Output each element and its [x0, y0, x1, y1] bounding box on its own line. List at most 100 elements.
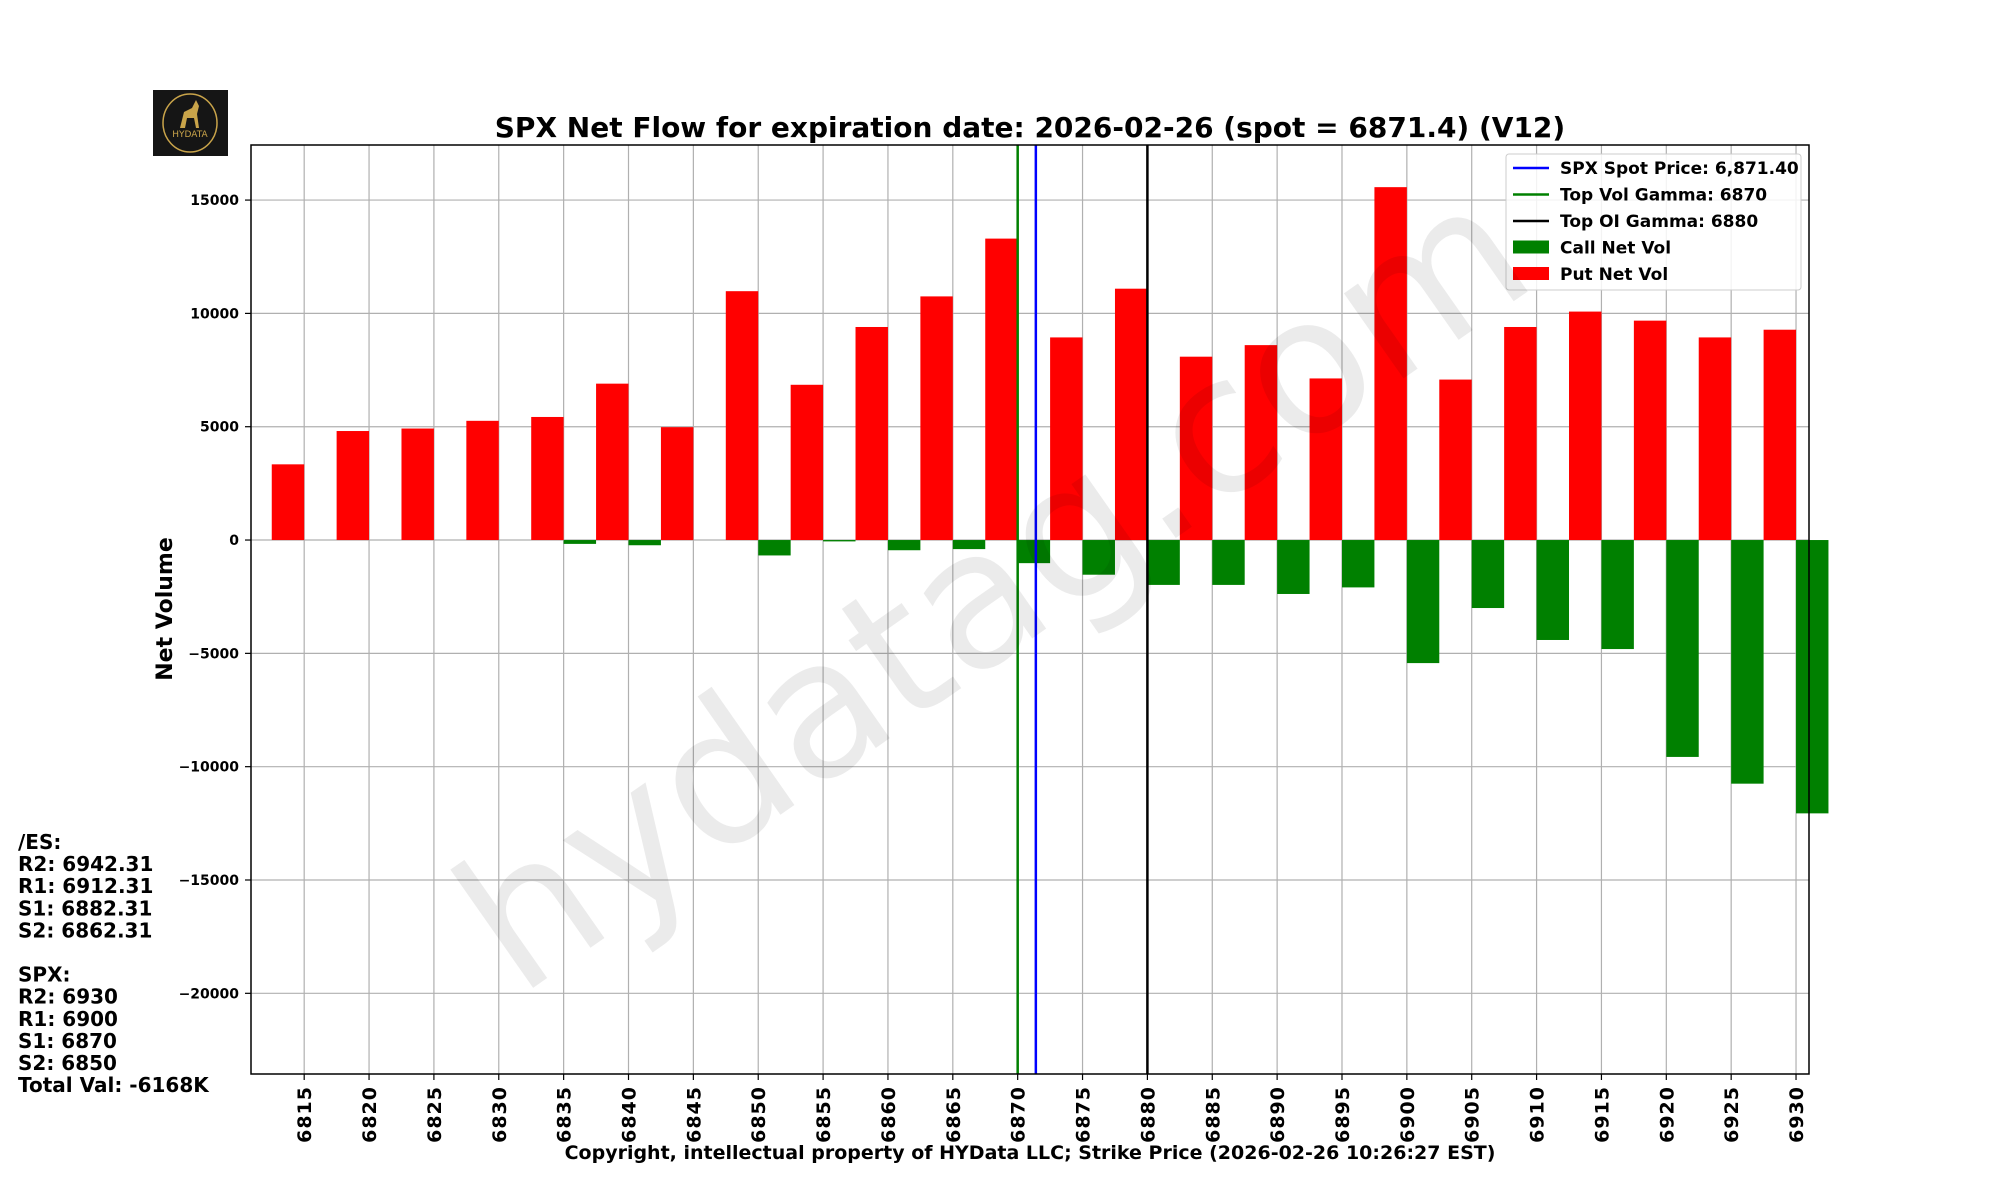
x-tick-label: 6855 [813, 1086, 835, 1143]
put-net-vol-bar [1633, 320, 1667, 541]
level-line: R1: 6912.31 [18, 874, 153, 898]
legend-box [1505, 153, 1802, 291]
call-net-vol-bar [758, 540, 791, 556]
put-net-vol-bar [1763, 329, 1797, 541]
x-tick-label: 6910 [1527, 1086, 1549, 1143]
legend-label: Top Vol Gamma: 6870 [1560, 186, 1767, 206]
x-axis-ticks: 6815 6820 6825 6830 6835 6840 6845 6850 6855 6860… [294, 1074, 1808, 1143]
x-tick-label: 6860 [878, 1086, 900, 1143]
call-net-vol-bar [628, 540, 661, 546]
call-net-vol-bar [1277, 540, 1310, 594]
grid [251, 145, 1809, 1074]
bars [271, 187, 1829, 814]
put-net-vol-bar [531, 416, 564, 541]
x-tick-label: 6870 [1008, 1086, 1030, 1143]
level-line: R1: 6900 [18, 1007, 118, 1031]
level-line: R2: 6942.31 [18, 852, 153, 876]
call-net-vol-bar [1796, 540, 1829, 814]
call-net-vol-bar [1147, 540, 1180, 585]
put-net-vol-bar [1179, 356, 1213, 541]
put-net-vol-bar [725, 291, 759, 541]
put-net-vol-bar [401, 428, 434, 541]
legend: SPX Spot Price: 6,871.40 Top Vol Gamma: 6… [1505, 153, 1802, 291]
x-tick-label: 6925 [1721, 1086, 1743, 1143]
put-net-vol-bar [1374, 187, 1407, 541]
y-tick-label: −20000 [179, 986, 240, 1002]
x-tick-label: 6895 [1332, 1086, 1354, 1143]
x-tick-label: 6840 [619, 1086, 641, 1143]
x-tick-label: 6835 [554, 1086, 576, 1143]
x-tick-label: 6915 [1591, 1086, 1613, 1143]
y-tick-label: −5000 [188, 646, 239, 662]
level-line: S2: 6862.31 [18, 918, 152, 942]
level-line: S2: 6850 [18, 1051, 117, 1075]
y-tick-label: 10000 [190, 306, 239, 322]
put-net-vol-bar [855, 326, 888, 541]
x-tick-label: 6880 [1137, 1086, 1159, 1143]
x-tick-label: 6825 [424, 1086, 446, 1143]
reference-lines [1016, 145, 1149, 1074]
level-line: S1: 6870 [18, 1029, 117, 1053]
put-net-vol-bar [466, 420, 499, 541]
level-line: /ES: [18, 830, 61, 854]
y-axis-ticks: −20000 −15000 −10000 −5000 0 5000 10000 15000 [179, 193, 251, 1002]
level-line: SPX: [18, 963, 70, 987]
x-tick-label: 6815 [294, 1086, 316, 1143]
legend-label: Call Net Vol [1560, 239, 1671, 259]
put-net-vol-bar [920, 296, 953, 541]
call-net-vol-bar [1666, 540, 1699, 757]
x-axis-label: Copyright, intellectual property of HYDa… [565, 1142, 1496, 1164]
x-tick-label: 6900 [1397, 1086, 1419, 1143]
level-line: R2: 6930 [18, 985, 118, 1009]
y-axis-label: Net Volume [153, 537, 178, 681]
y-tick-label: 15000 [190, 193, 239, 209]
x-tick-label: 6830 [489, 1086, 511, 1143]
call-net-vol-bar [1341, 540, 1375, 588]
put-net-vol-bar [1050, 337, 1083, 541]
call-net-vol-bar [1471, 540, 1505, 609]
x-tick-label: 6845 [683, 1086, 705, 1143]
put-net-vol-bar [1569, 311, 1602, 541]
call-net-vol-bar [1082, 540, 1115, 575]
x-tick-label: 6930 [1786, 1086, 1808, 1143]
call-net-vol-bar [1406, 540, 1440, 664]
put-net-vol-bar [336, 431, 370, 541]
legend-label: SPX Spot Price: 6,871.40 [1560, 159, 1799, 179]
call-net-vol-bar [1536, 540, 1570, 640]
put-net-vol-bar [1114, 288, 1148, 541]
svg-text:HYDATA: HYDATA [172, 130, 208, 140]
put-net-vol-bar [1244, 345, 1278, 541]
put-net-vol-bar [985, 238, 1018, 541]
x-tick-label: 6890 [1267, 1086, 1289, 1143]
put-net-vol-bar [1309, 378, 1342, 541]
call-net-vol-bar [887, 540, 921, 551]
call-net-vol-bar [1731, 540, 1764, 784]
call-net-vol-bar [823, 540, 856, 542]
call-net-vol-bar [952, 540, 986, 550]
y-tick-label: 5000 [200, 420, 239, 436]
x-tick-label: 6885 [1202, 1086, 1224, 1143]
put-net-vol-bar [1439, 379, 1472, 541]
put-net-vol-bar [271, 464, 305, 541]
put-net-vol-bar [596, 383, 629, 541]
level-line: S1: 6882.31 [18, 896, 152, 920]
put-net-vol-bar [1504, 326, 1537, 541]
x-tick-label: 6820 [359, 1086, 381, 1143]
put-net-vol-bar [1698, 337, 1732, 541]
y-tick-label: 0 [229, 533, 239, 549]
hydata-logo: HYDATA [153, 90, 228, 156]
plot-frame [250, 144, 1810, 1075]
put-net-vol-bar [660, 427, 694, 541]
x-tick-label: 6875 [1073, 1086, 1095, 1143]
call-net-vol-bar [1212, 540, 1245, 585]
legend-label: Put Net Vol [1560, 265, 1668, 285]
legend-patch-swatch [1513, 267, 1549, 280]
call-net-vol-bar [563, 540, 597, 544]
x-tick-label: 6905 [1462, 1086, 1484, 1143]
put-net-vol-bar [790, 384, 824, 541]
call-net-vol-bar [1601, 540, 1634, 650]
level-line: Total Val: -6168K [18, 1073, 210, 1097]
x-tick-label: 6865 [943, 1086, 965, 1143]
